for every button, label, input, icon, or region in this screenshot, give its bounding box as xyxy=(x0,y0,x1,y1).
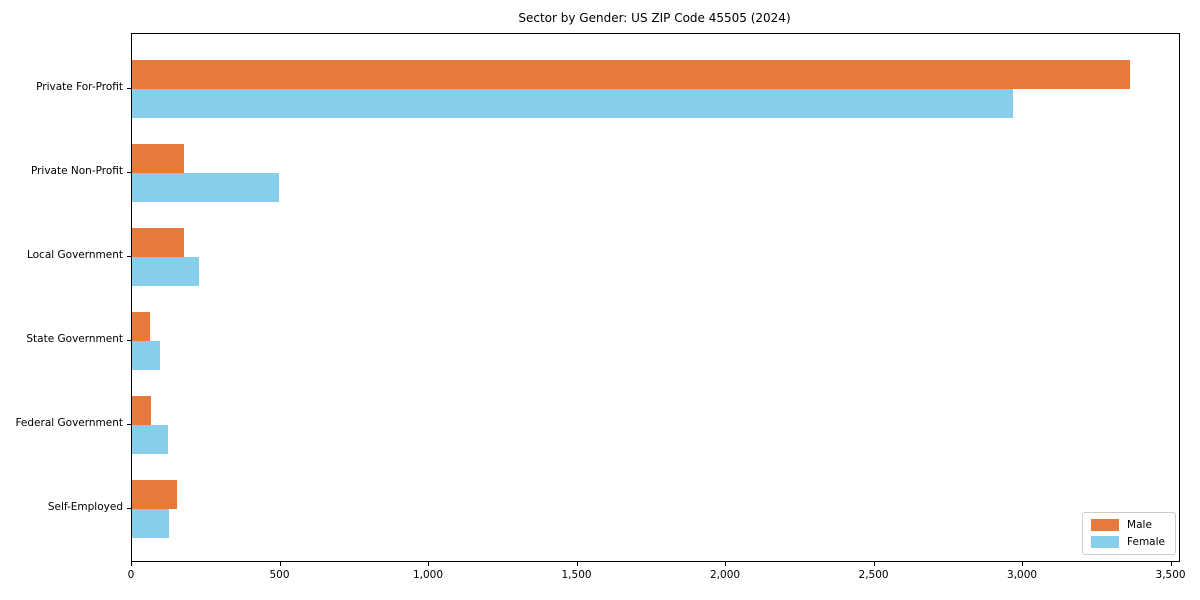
legend-label-female: Female xyxy=(1127,536,1165,548)
y-tick-label-federal-government: Federal Government xyxy=(15,417,123,429)
x-tick-label: 1,000 xyxy=(412,569,444,581)
male-series-swatch xyxy=(1091,519,1120,531)
x-tick-label: 500 xyxy=(269,569,290,581)
legend-entry-female: Female xyxy=(1091,536,1165,548)
y-tick-mark xyxy=(127,256,131,257)
bar-male-private-non-profit xyxy=(132,144,184,173)
y-tick-label-self-employed: Self-Employed xyxy=(47,501,123,513)
bar-male-state-government xyxy=(132,312,150,341)
female-series-swatch xyxy=(1091,536,1120,548)
bar-female-self-employed xyxy=(132,509,170,538)
bar-male-self-employed xyxy=(132,480,177,509)
x-tick-label: 0 xyxy=(127,569,135,581)
x-tick-mark xyxy=(576,562,578,566)
bar-female-private-for-profit xyxy=(132,89,1013,118)
legend-entry-male: Male xyxy=(1091,519,1165,531)
plot-area: Male Female xyxy=(131,33,1180,562)
chart-title: Sector by Gender: US ZIP Code 45505 (202… xyxy=(518,11,791,25)
legend-label-male: Male xyxy=(1127,519,1152,531)
x-tick-label: 2,000 xyxy=(710,569,741,581)
bar-female-state-government xyxy=(132,341,161,370)
y-tick-mark xyxy=(127,88,131,89)
y-tick-label-private-for-profit: Private For-Profit xyxy=(36,81,123,93)
x-tick-label: 3,500 xyxy=(1155,569,1186,581)
x-tick-label: 1,500 xyxy=(561,569,592,581)
bar-female-private-non-profit xyxy=(132,173,280,202)
bar-female-local-government xyxy=(132,257,199,286)
y-tick-label-state-government: State Government xyxy=(26,333,123,345)
x-tick-mark xyxy=(428,562,430,566)
bar-female-federal-government xyxy=(132,425,168,454)
y-tick-mark xyxy=(127,172,131,173)
x-tick-mark xyxy=(1170,562,1172,566)
x-tick-mark xyxy=(279,562,281,566)
y-tick-mark xyxy=(127,424,131,425)
x-tick-mark xyxy=(131,562,132,566)
x-tick-label: 3,000 xyxy=(1007,569,1038,581)
y-tick-label-local-government: Local Government xyxy=(26,249,123,261)
bar-male-local-government xyxy=(132,228,184,257)
x-tick-mark xyxy=(725,562,727,566)
y-tick-mark xyxy=(127,340,131,341)
bar-male-federal-government xyxy=(132,396,152,425)
legend: Male Female xyxy=(1082,512,1176,555)
y-tick-mark xyxy=(127,508,131,509)
x-tick-label: 2,500 xyxy=(858,569,889,581)
bar-male-private-for-profit xyxy=(132,60,1130,89)
x-tick-mark xyxy=(873,562,875,566)
x-tick-mark xyxy=(1022,562,1024,566)
y-tick-label-private-non-profit: Private Non-Profit xyxy=(30,165,123,177)
